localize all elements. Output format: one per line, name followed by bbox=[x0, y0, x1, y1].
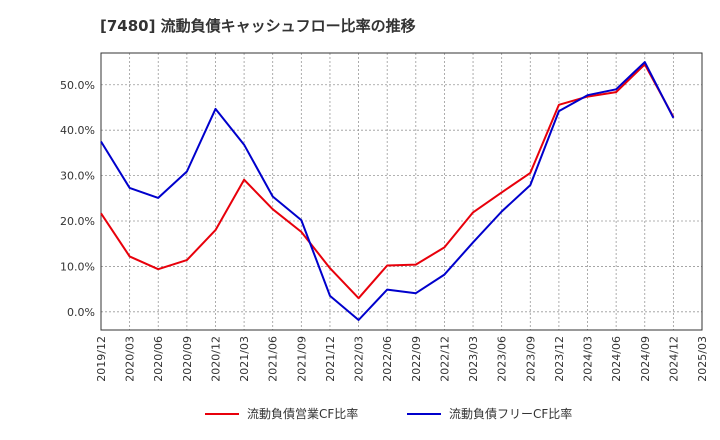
x-tick-label: 2020/09 bbox=[181, 336, 194, 382]
x-tick-label: 2024/06 bbox=[610, 336, 623, 382]
x-tick-label: 2024/09 bbox=[639, 336, 652, 382]
x-axis: 2019/12 2020/03 2020/06 2020/09 2020/12 2021/… bbox=[95, 336, 709, 382]
x-tick-label: 2025/03 bbox=[696, 336, 709, 382]
series-lines bbox=[100, 61, 675, 321]
series-line-2 bbox=[100, 61, 675, 321]
x-tick-label: 2024/03 bbox=[582, 336, 595, 382]
plot-background bbox=[101, 53, 702, 330]
legend-label: 流動負債フリーCF比率 bbox=[449, 406, 572, 421]
y-tick-label: 30.0% bbox=[60, 170, 95, 183]
y-tick-label: 50.0% bbox=[60, 79, 95, 92]
legend-label: 流動負債営業CF比率 bbox=[247, 406, 358, 421]
x-tick-label: 2022/06 bbox=[381, 336, 394, 382]
x-tick-label: 2019/12 bbox=[95, 336, 108, 382]
x-tick-label: 2020/03 bbox=[124, 336, 137, 382]
y-tick-label: 10.0% bbox=[60, 260, 95, 273]
legend: 流動負債営業CF比率 流動負債フリーCF比率 bbox=[205, 406, 572, 421]
x-tick-label: 2023/03 bbox=[467, 336, 480, 382]
x-tick-label: 2023/12 bbox=[553, 336, 566, 382]
x-tick-label: 2022/03 bbox=[353, 336, 366, 382]
x-tick-label: 2022/12 bbox=[438, 336, 451, 382]
chart-title: [7480] 流動負債キャッシュフロー比率の推移 bbox=[100, 17, 416, 35]
y-tick-label: 20.0% bbox=[60, 215, 95, 228]
x-tick-label: 2023/09 bbox=[524, 336, 537, 382]
x-tick-label: 2020/06 bbox=[152, 336, 165, 382]
x-tick-label: 2021/06 bbox=[267, 336, 280, 382]
x-tick-label: 2021/12 bbox=[324, 336, 337, 382]
x-tick-label: 2020/12 bbox=[209, 336, 222, 382]
x-tick-label: 2023/06 bbox=[496, 336, 509, 382]
x-tick-label: 2021/09 bbox=[295, 336, 308, 382]
x-tick-label: 2024/12 bbox=[667, 336, 680, 382]
x-tick-label: 2022/09 bbox=[410, 336, 423, 382]
x-tick-label: 2021/03 bbox=[238, 336, 251, 382]
plot-area bbox=[100, 52, 703, 331]
y-tick-label: 40.0% bbox=[60, 124, 95, 137]
series-line-1 bbox=[100, 63, 675, 300]
y-tick-label: 0.0% bbox=[67, 306, 95, 319]
y-axis: 0.0% 10.0% 20.0% 30.0% 40.0% 50.0% bbox=[60, 79, 95, 319]
plot-frame bbox=[100, 52, 703, 331]
